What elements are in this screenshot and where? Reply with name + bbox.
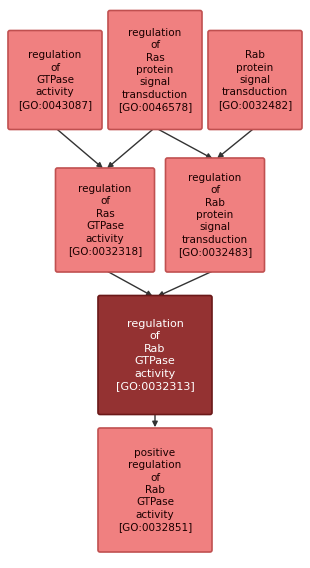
Text: regulation
of
Ras
GTPase
activity
[GO:0032318]: regulation of Ras GTPase activity [GO:00… bbox=[68, 184, 142, 256]
Text: regulation
of
Rab
protein
signal
transduction
[GO:0032483]: regulation of Rab protein signal transdu… bbox=[178, 173, 252, 257]
FancyBboxPatch shape bbox=[8, 31, 102, 130]
FancyBboxPatch shape bbox=[98, 295, 212, 415]
FancyBboxPatch shape bbox=[98, 428, 212, 552]
Text: regulation
of
Rab
GTPase
activity
[GO:0032313]: regulation of Rab GTPase activity [GO:00… bbox=[116, 319, 194, 391]
FancyBboxPatch shape bbox=[108, 10, 202, 130]
Text: positive
regulation
of
Rab
GTPase
activity
[GO:0032851]: positive regulation of Rab GTPase activi… bbox=[118, 448, 192, 532]
FancyBboxPatch shape bbox=[166, 158, 264, 272]
Text: regulation
of
GTPase
activity
[GO:0043087]: regulation of GTPase activity [GO:004308… bbox=[18, 50, 92, 110]
FancyBboxPatch shape bbox=[208, 31, 302, 130]
FancyBboxPatch shape bbox=[55, 168, 154, 272]
Text: regulation
of
Ras
protein
signal
transduction
[GO:0046578]: regulation of Ras protein signal transdu… bbox=[118, 28, 192, 112]
Text: Rab
protein
signal
transduction
[GO:0032482]: Rab protein signal transduction [GO:0032… bbox=[218, 50, 292, 110]
